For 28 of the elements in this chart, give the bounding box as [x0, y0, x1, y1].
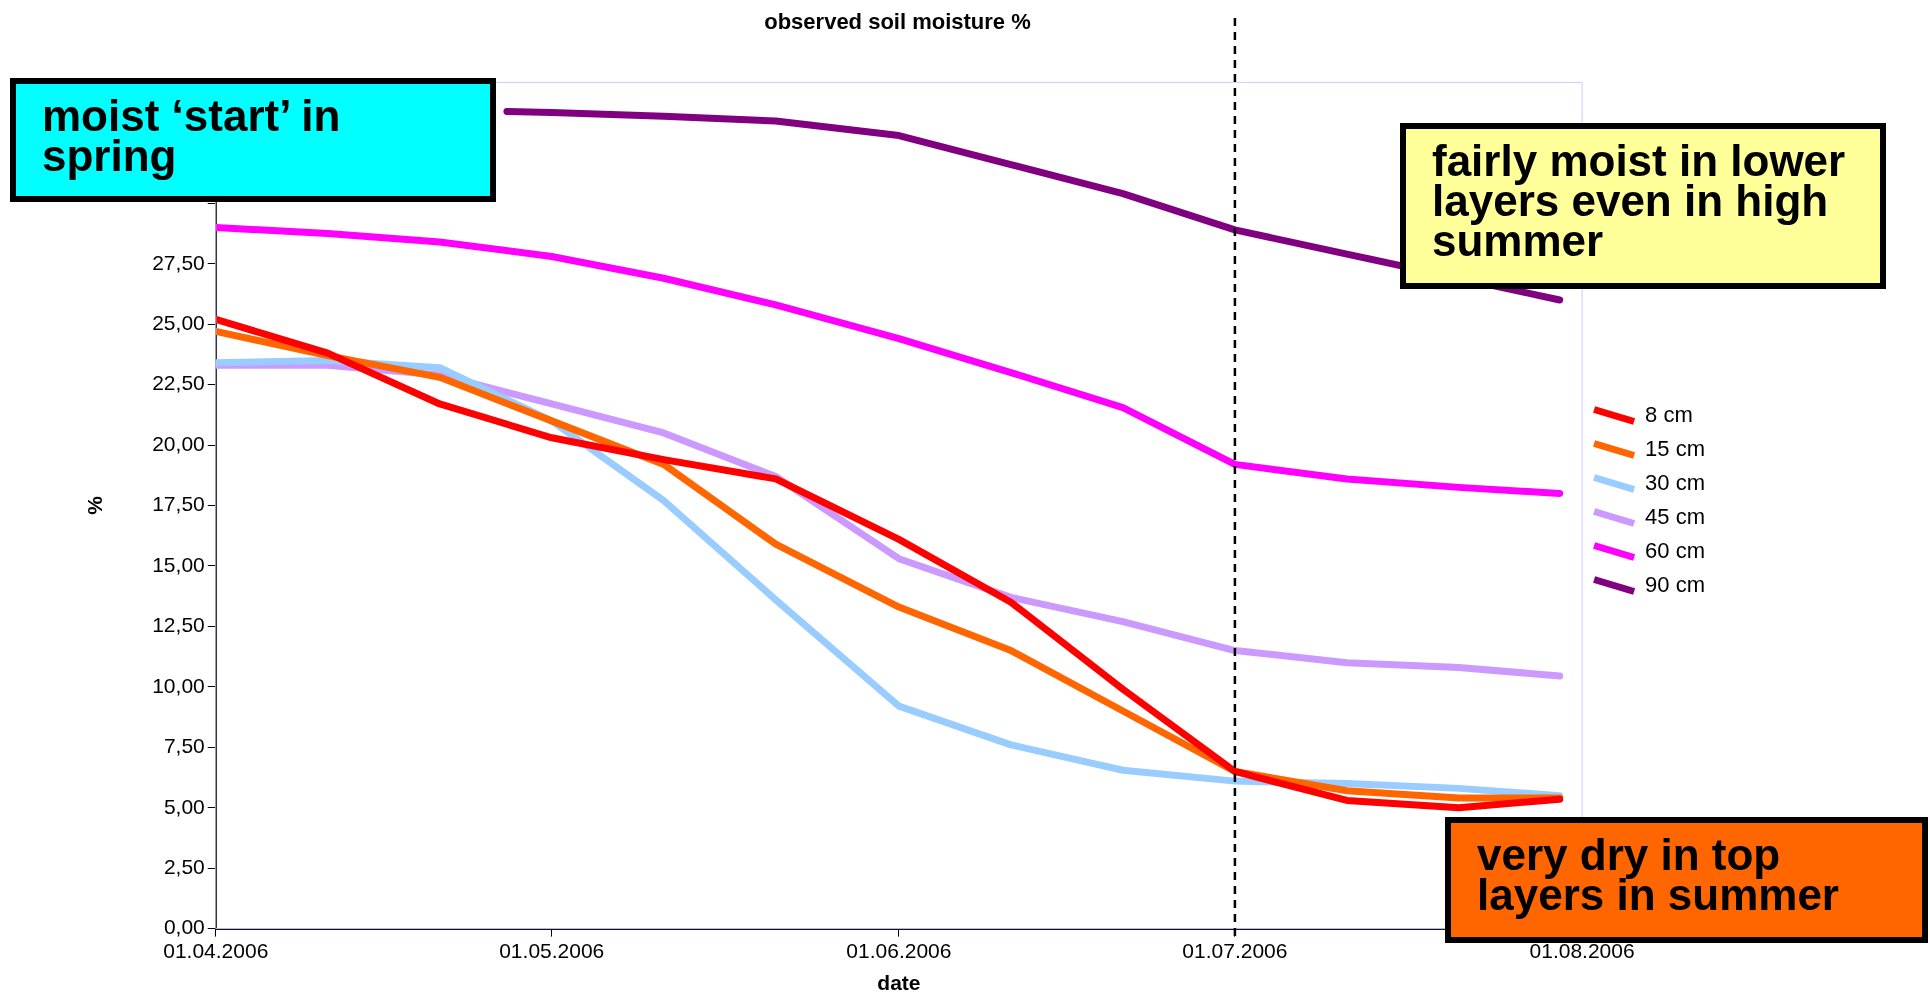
- y-tick-label: 15,00: [152, 552, 205, 576]
- y-axis-title: %: [83, 495, 107, 515]
- y-tick-label: 17,50: [152, 492, 205, 516]
- legend-label: 30 cm: [1645, 469, 1706, 495]
- x-axis-title: date: [877, 971, 921, 995]
- x-tick-label: 01.06.2006: [846, 939, 952, 962]
- callout-box: fairly moist in lower layers even in high summer: [1400, 123, 1886, 289]
- y-tick-label: 7,50: [163, 734, 205, 758]
- y-tick-label: 2,50: [163, 854, 205, 878]
- callout-box: very dry in top layers in summer: [1445, 817, 1928, 943]
- legend-label: 8 cm: [1645, 401, 1693, 427]
- x-tick-label: 01.04.2006: [163, 939, 269, 962]
- x-tick-label: 01.07.2006: [1182, 939, 1288, 962]
- x-tick-label: 01.05.2006: [499, 939, 605, 962]
- y-tick-label: 10,00: [152, 673, 205, 697]
- legend-label: 15 cm: [1645, 435, 1706, 461]
- chart-title: observed soil moisture %: [764, 9, 1031, 35]
- legend-label: 45 cm: [1645, 503, 1706, 529]
- y-tick-label: 5,00: [163, 794, 205, 818]
- y-tick-label: 0,00: [163, 915, 205, 939]
- y-tick-label: 20,00: [152, 431, 205, 455]
- y-tick-label: 12,50: [152, 613, 205, 637]
- y-tick-label: 22,50: [152, 371, 205, 395]
- legend-label: 60 cm: [1645, 537, 1706, 563]
- y-tick-label: 27,50: [152, 250, 205, 274]
- y-tick-label: 25,00: [152, 310, 205, 334]
- legend-label: 90 cm: [1645, 571, 1706, 597]
- callout-box: moist ‘start’ in spring: [10, 78, 496, 202]
